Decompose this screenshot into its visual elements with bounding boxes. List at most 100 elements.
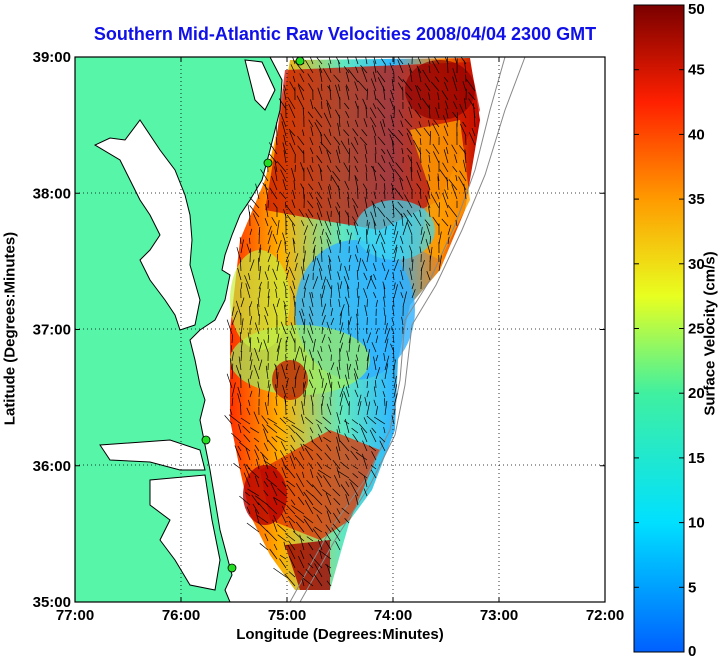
velocity-arrow (239, 441, 251, 452)
velocity-arrow (269, 187, 278, 200)
velocity-arrow (447, 224, 452, 236)
velocity-arrow (326, 444, 332, 452)
velocity-arrow (439, 169, 449, 182)
velocity-arrow (352, 433, 359, 443)
velocity-arrow (312, 244, 316, 254)
velocity-arrow (407, 63, 413, 74)
velocity-arrow (267, 230, 273, 245)
velocity-arrow (292, 386, 296, 398)
velocity-arrow (325, 492, 332, 506)
velocity-arrow (290, 322, 296, 335)
velocity-arrow (275, 122, 278, 137)
velocity-arrow (283, 300, 287, 308)
velocity-arrow (424, 219, 431, 227)
velocity-arrow (305, 568, 314, 578)
velocity-arrow (393, 282, 396, 290)
velocity-arrow (303, 340, 306, 353)
velocity-arrow (339, 440, 350, 452)
velocity-arrow (258, 388, 260, 398)
velocity-arrow (300, 347, 305, 362)
velocity-arrow (416, 170, 422, 182)
velocity-arrow (263, 480, 269, 488)
velocity-arrow (231, 351, 234, 362)
velocity-arrow (344, 418, 350, 434)
velocity-arrow (366, 401, 371, 416)
velocity-arrow (366, 249, 370, 263)
velocity-arrow (318, 433, 323, 443)
velocity-arrow (345, 386, 350, 398)
velocity-arrow (252, 503, 260, 515)
velocity-arrow (353, 368, 359, 380)
velocity-arrow (282, 142, 287, 155)
x-tick-label: 74:00 (374, 607, 412, 624)
velocity-arrow (300, 162, 305, 173)
velocity-arrow (338, 185, 341, 200)
velocity-arrow (276, 161, 287, 173)
velocity-arrow (312, 484, 323, 497)
velocity-arrow (267, 245, 271, 254)
velocity-arrow (309, 322, 314, 335)
velocity-arrow (258, 314, 260, 326)
velocity-arrow (381, 58, 386, 65)
velocity-arrow (263, 460, 278, 470)
velocity-arrow (406, 222, 413, 236)
velocity-arrow (381, 200, 386, 209)
velocity-arrow (335, 165, 341, 173)
velocity-arrow (389, 98, 395, 110)
velocity-arrow (370, 211, 377, 227)
velocity-arrow (428, 154, 431, 164)
velocity-arrow (351, 419, 359, 425)
velocity-arrow (344, 433, 350, 443)
y-tick-label: 37:00 (33, 322, 71, 339)
velocity-arrow (330, 381, 333, 398)
velocity-arrow (435, 76, 440, 83)
velocity-arrow (326, 278, 332, 290)
velocity-arrow (464, 60, 467, 74)
velocity-arrow (355, 354, 359, 362)
velocity-arrow (242, 425, 251, 434)
velocity-arrow (331, 527, 341, 542)
velocity-arrow (289, 131, 296, 146)
velocity-arrow (397, 82, 404, 92)
velocity-arrow (324, 426, 332, 434)
velocity-arrow (338, 211, 341, 227)
x-axis-label: Longitude (Degrees:Minutes) (236, 626, 444, 643)
velocity-arrow (267, 418, 278, 425)
velocity-arrow (420, 226, 423, 236)
velocity-arrow (428, 174, 431, 182)
velocity-arrow (437, 173, 440, 182)
velocity-arrow (267, 439, 278, 452)
velocity-arrow (303, 515, 314, 524)
velocity-arrow (444, 189, 449, 200)
velocity-arrow (252, 213, 260, 227)
velocity-arrow (237, 445, 242, 452)
velocity-arrow (346, 229, 350, 236)
velocity-arrow (254, 449, 260, 461)
y-tick-label: 36:00 (33, 458, 71, 475)
velocity-arrow (272, 268, 278, 281)
velocity-arrow (336, 467, 341, 479)
velocity-arrow (373, 57, 377, 65)
velocity-arrow (256, 303, 260, 317)
velocity-arrow (258, 342, 263, 353)
velocity-arrow (306, 479, 314, 488)
velocity-arrow (311, 291, 314, 299)
velocity-arrow (288, 103, 296, 119)
velocity-arrow (348, 306, 350, 317)
velocity-arrow (309, 369, 314, 380)
velocity-arrow (471, 127, 476, 137)
velocity-arrow (429, 130, 431, 146)
velocity-arrow (293, 358, 296, 371)
velocity-arrow (339, 322, 344, 335)
velocity-arrow (354, 100, 359, 110)
velocity-arrow (287, 544, 296, 560)
velocity-arrow (352, 128, 359, 137)
velocity-arrow (280, 169, 287, 182)
velocity-arrow (394, 187, 404, 200)
velocity-arrow (319, 268, 323, 281)
velocity-arrow (445, 146, 449, 155)
velocity-arrow (297, 570, 305, 578)
velocity-arrow (303, 390, 307, 407)
velocity-arrow (401, 148, 404, 155)
velocity-arrow (375, 233, 381, 245)
